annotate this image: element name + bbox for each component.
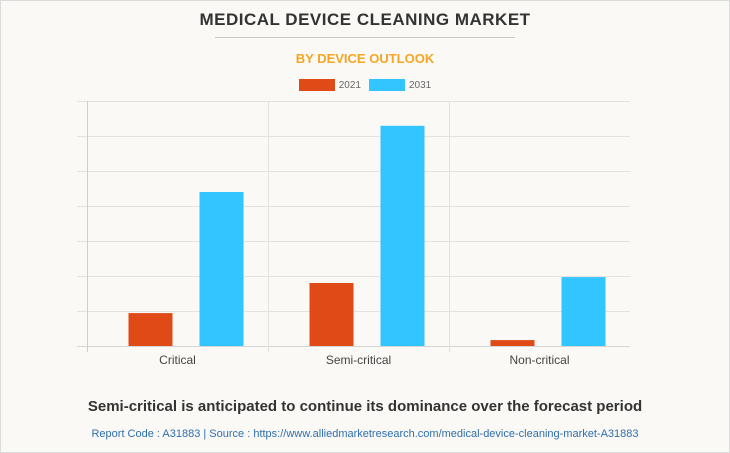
bar-2031-critical [199, 192, 244, 346]
x-tick-label: Non-critical [509, 353, 569, 367]
legend-item-2021[interactable]: 2021 [298, 79, 361, 91]
legend-swatch-2031 [369, 79, 405, 91]
legend-label-2031: 2031 [409, 79, 432, 91]
chart-subtitle: BY DEVICE OUTLOOK [295, 51, 435, 66]
source-line[interactable]: Report Code : A31883 | Source : https://… [91, 428, 639, 440]
legend-item-2031[interactable]: 2031 [369, 79, 431, 91]
x-tick-label: Semi-critical [326, 353, 391, 367]
bar-2021-non-critical [490, 340, 535, 346]
bar-2021-critical [128, 313, 173, 346]
legend-swatch-2021 [298, 79, 335, 91]
x-tick-label: Critical [159, 353, 196, 367]
bar-2031-non-critical [561, 277, 606, 346]
legend: 2021 2031 [0, 79, 730, 91]
headline: Semi-critical is anticipated to continue… [87, 398, 643, 415]
chart-title: MEDICAL DEVICE CLEANING MARKET [199, 10, 531, 29]
bar-2031-semi-critical [380, 125, 425, 346]
bar-2021-semi-critical [309, 283, 354, 346]
legend-label-2021: 2021 [338, 79, 361, 91]
title-divider [215, 37, 515, 38]
